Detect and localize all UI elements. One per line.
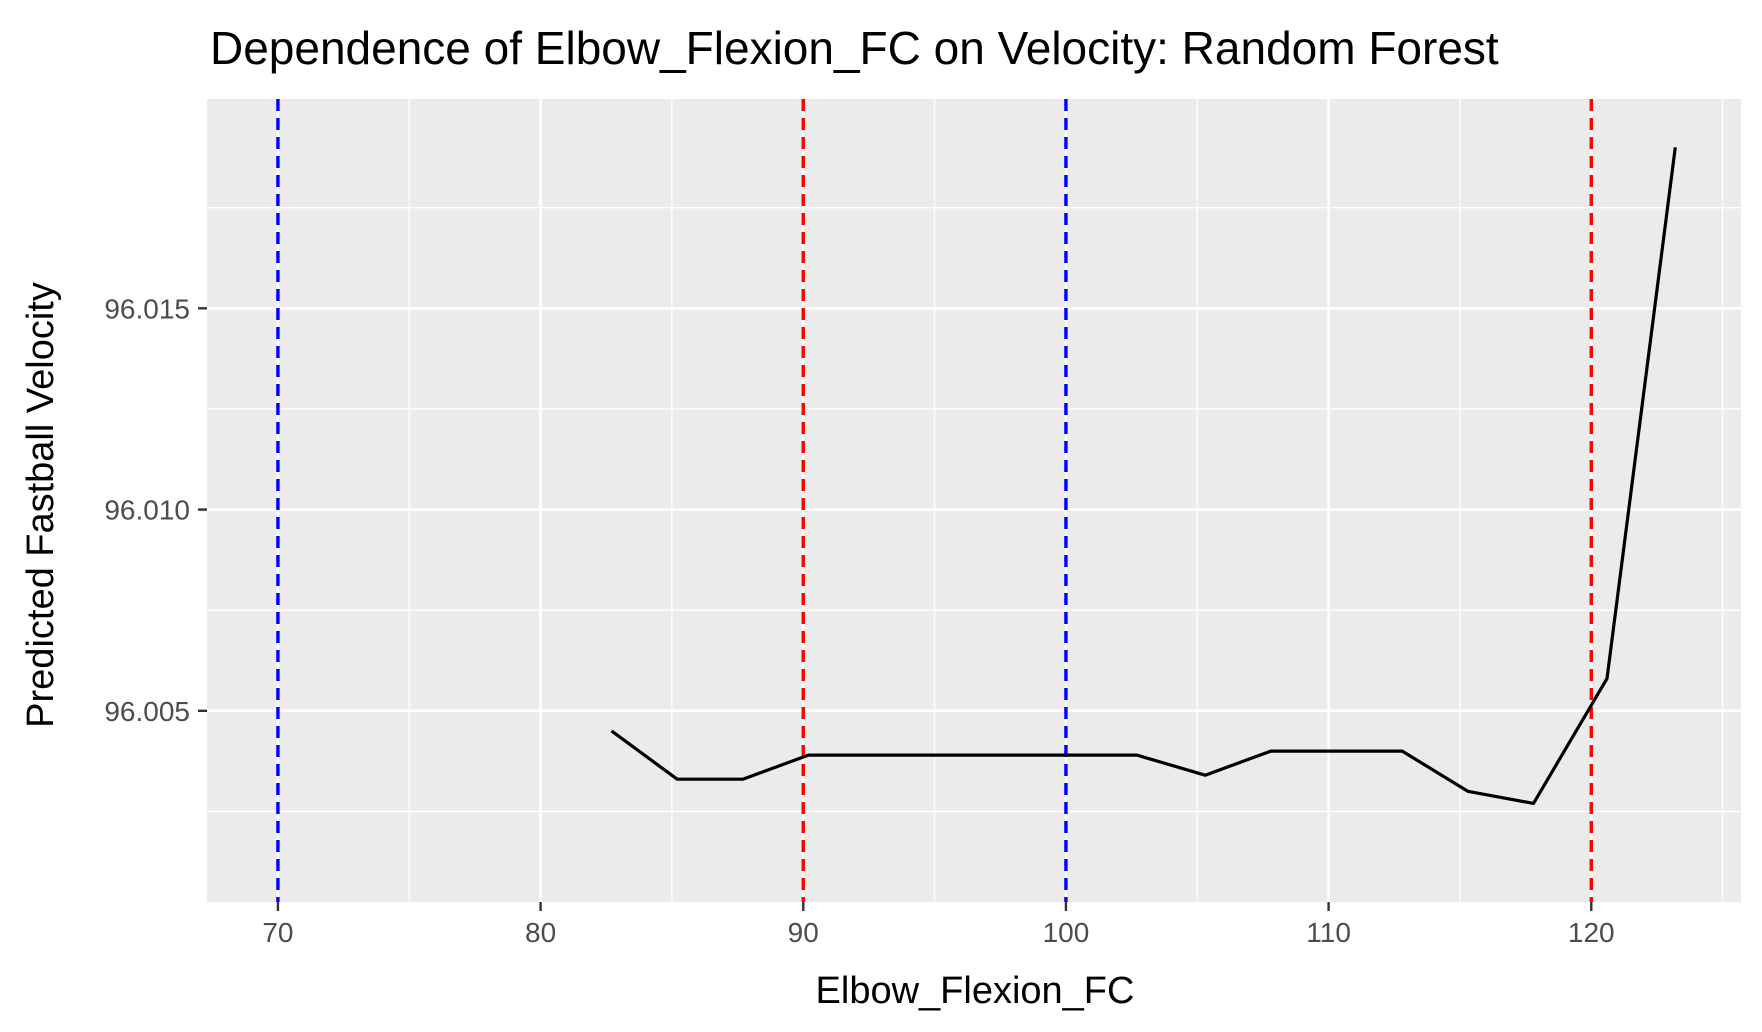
x-tick-label: 90 [788,917,819,948]
x-tick-label: 120 [1568,917,1615,948]
plot-panel [207,99,1741,902]
x-tick-label: 70 [262,917,293,948]
y-tick-label: 96.010 [104,495,190,526]
y-tick-label: 96.015 [104,293,190,324]
y-tick-label: 96.005 [104,696,190,727]
x-tick-label: 110 [1306,917,1351,948]
series-line [610,147,1677,806]
minor-gridlines [207,99,1741,902]
y-axis: 96.005 96.010 96.015 [104,293,207,727]
reference-lines [276,99,1593,902]
chart-title: Dependence of Elbow_Flexion_FC on Veloci… [210,22,1499,74]
series-lines [610,147,1677,806]
x-tick-label: 80 [525,917,556,948]
x-axis-title: Elbow_Flexion_FC [816,970,1135,1012]
y-axis-title: Predicted Fastball Velocity [20,282,62,728]
x-tick-label: 100 [1043,917,1090,948]
x-axis: 70 80 90 100 110 120 [262,902,1615,948]
